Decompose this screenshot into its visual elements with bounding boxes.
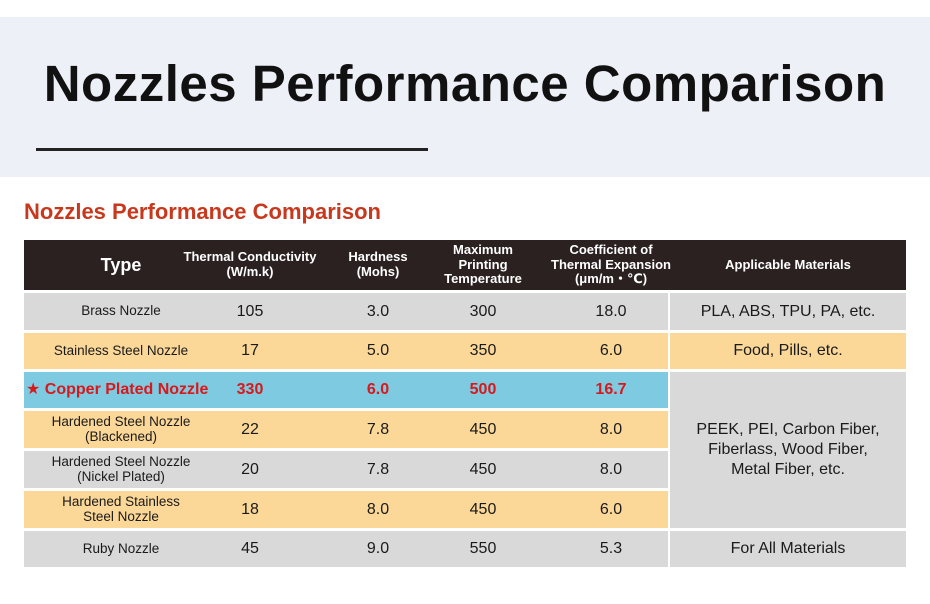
cell-coef-brass: 18.0 bbox=[595, 302, 627, 320]
cell-temp-stainless: 350 bbox=[469, 342, 497, 360]
header-thermal-line2: (W/m.k) bbox=[226, 264, 274, 279]
header-coef-line1: Coefficient of bbox=[569, 241, 653, 257]
cell-coef-hardened-nickel: 8.0 bbox=[599, 460, 623, 478]
header-thermal-expansion: Coefficient of Thermal Expansion (μm/m・℃… bbox=[538, 240, 684, 290]
cell-type-ruby: Ruby Nozzle bbox=[82, 540, 160, 556]
cell-thermal-ruby: 45 bbox=[241, 540, 259, 558]
cell-coef-hardened-blackened: 8.0 bbox=[599, 420, 623, 438]
materials-line2: Fiberlass, Wood Fiber, bbox=[708, 441, 868, 458]
cell-coef-hardened-stainless: 6.0 bbox=[599, 500, 623, 518]
cell-type-brass: Brass Nozzle bbox=[81, 303, 161, 319]
page-title: Nozzles Performance Comparison bbox=[43, 55, 887, 112]
row-hardened-nickel-bg bbox=[24, 451, 668, 488]
header-hardness-line1: Hardness bbox=[348, 249, 408, 265]
header-type: Type bbox=[100, 254, 142, 275]
type-line1: Hardened Stainless bbox=[62, 493, 180, 509]
cell-materials-brass: PLA, ABS, TPU, PA, etc. bbox=[700, 302, 876, 320]
row-ruby-bg bbox=[24, 531, 668, 567]
cell-hardness-hardened-blackened: 7.8 bbox=[366, 420, 390, 438]
materials-line1: PEEK, PEI, Carbon Fiber, bbox=[696, 421, 880, 438]
cell-type-stainless: Stainless Steel Nozzle bbox=[53, 342, 189, 358]
cell-thermal-copper: 330 bbox=[236, 381, 264, 399]
row-brass-bg bbox=[24, 293, 668, 330]
cell-hardness-brass: 3.0 bbox=[366, 302, 390, 320]
cell-hardness-hardened-nickel: 7.8 bbox=[366, 460, 390, 478]
table-header bbox=[24, 240, 906, 290]
cell-type-copper: ★ Copper Plated Nozzle bbox=[26, 381, 209, 399]
cell-materials-group: PEEK, PEI, Carbon Fiber, Fiberlass, Wood… bbox=[670, 372, 906, 528]
type-line2: (Blackened) bbox=[84, 428, 158, 444]
cell-thermal-hardened-nickel: 20 bbox=[241, 460, 259, 478]
materials-ruby-bg bbox=[670, 531, 906, 567]
cell-temp-brass: 300 bbox=[469, 302, 497, 320]
header-applicable-materials: Applicable Materials bbox=[725, 256, 851, 272]
cell-type-hardened-nickel: Hardened Steel Nozzle (Nickel Plated) bbox=[24, 451, 218, 488]
row-stainless-bg bbox=[24, 333, 668, 369]
type-line1: Hardened Steel Nozzle bbox=[51, 453, 191, 469]
cell-temp-hardened-stainless: 450 bbox=[469, 500, 497, 518]
materials-line3: Metal Fiber, etc. bbox=[731, 461, 845, 478]
row-copper-bg bbox=[24, 372, 668, 408]
cell-coef-stainless: 6.0 bbox=[599, 342, 623, 360]
materials-stainless-bg bbox=[670, 333, 906, 369]
cell-temp-hardened-blackened: 450 bbox=[469, 420, 497, 438]
cell-hardness-hardened-stainless: 8.0 bbox=[366, 500, 390, 518]
header-temp-line1: Maximum bbox=[453, 241, 513, 257]
row-hardened-blackened-bg bbox=[24, 411, 668, 448]
header-hardness: Hardness (Mohs) bbox=[330, 240, 426, 290]
cell-coef-copper: 16.7 bbox=[595, 381, 627, 399]
header-hardness-line2: (Mohs) bbox=[356, 264, 400, 279]
header-coef-line3: (μm/m・℃) bbox=[574, 271, 648, 287]
cell-temp-ruby: 550 bbox=[469, 540, 497, 558]
type-line2: Steel Nozzle bbox=[83, 508, 159, 524]
header-max-temperature: Maximum Printing Temperature bbox=[430, 240, 536, 290]
header-thermal-conductivity: Thermal Conductivity (W/m.k) bbox=[174, 240, 326, 290]
cell-hardness-ruby: 9.0 bbox=[366, 540, 390, 558]
header-temp-line2: Printing bbox=[458, 256, 508, 272]
table-title: Nozzles Performance Comparison bbox=[24, 199, 381, 224]
type-line2: (Nickel Plated) bbox=[77, 468, 165, 484]
header-coef-line2: Thermal Expansion bbox=[551, 256, 671, 272]
cell-thermal-stainless: 17 bbox=[241, 342, 259, 360]
materials-brass-bg bbox=[670, 293, 906, 330]
materials-group-bg bbox=[670, 372, 906, 528]
cell-thermal-hardened-stainless: 18 bbox=[241, 500, 259, 518]
cell-materials-ruby: For All Materials bbox=[730, 540, 846, 558]
type-line1: Hardened Steel Nozzle bbox=[51, 413, 191, 429]
cell-thermal-brass: 105 bbox=[236, 302, 264, 320]
cell-temp-hardened-nickel: 450 bbox=[469, 460, 497, 478]
cell-thermal-hardened-blackened: 22 bbox=[241, 420, 259, 438]
cell-hardness-copper: 6.0 bbox=[366, 381, 390, 399]
cell-materials-stainless: Food, Pills, etc. bbox=[733, 342, 843, 360]
cell-type-hardened-stainless: Hardened Stainless Steel Nozzle bbox=[24, 491, 218, 528]
cell-hardness-stainless: 5.0 bbox=[366, 342, 390, 360]
header-thermal-line1: Thermal Conductivity bbox=[183, 249, 317, 265]
cell-coef-ruby: 5.3 bbox=[599, 540, 623, 558]
row-hardened-stainless-bg bbox=[24, 491, 668, 528]
header-temp-line3: Temperature bbox=[444, 271, 522, 287]
title-underline bbox=[36, 148, 428, 151]
cell-temp-copper: 500 bbox=[469, 381, 497, 399]
cell-type-hardened-blackened: Hardened Steel Nozzle (Blackened) bbox=[24, 411, 218, 448]
